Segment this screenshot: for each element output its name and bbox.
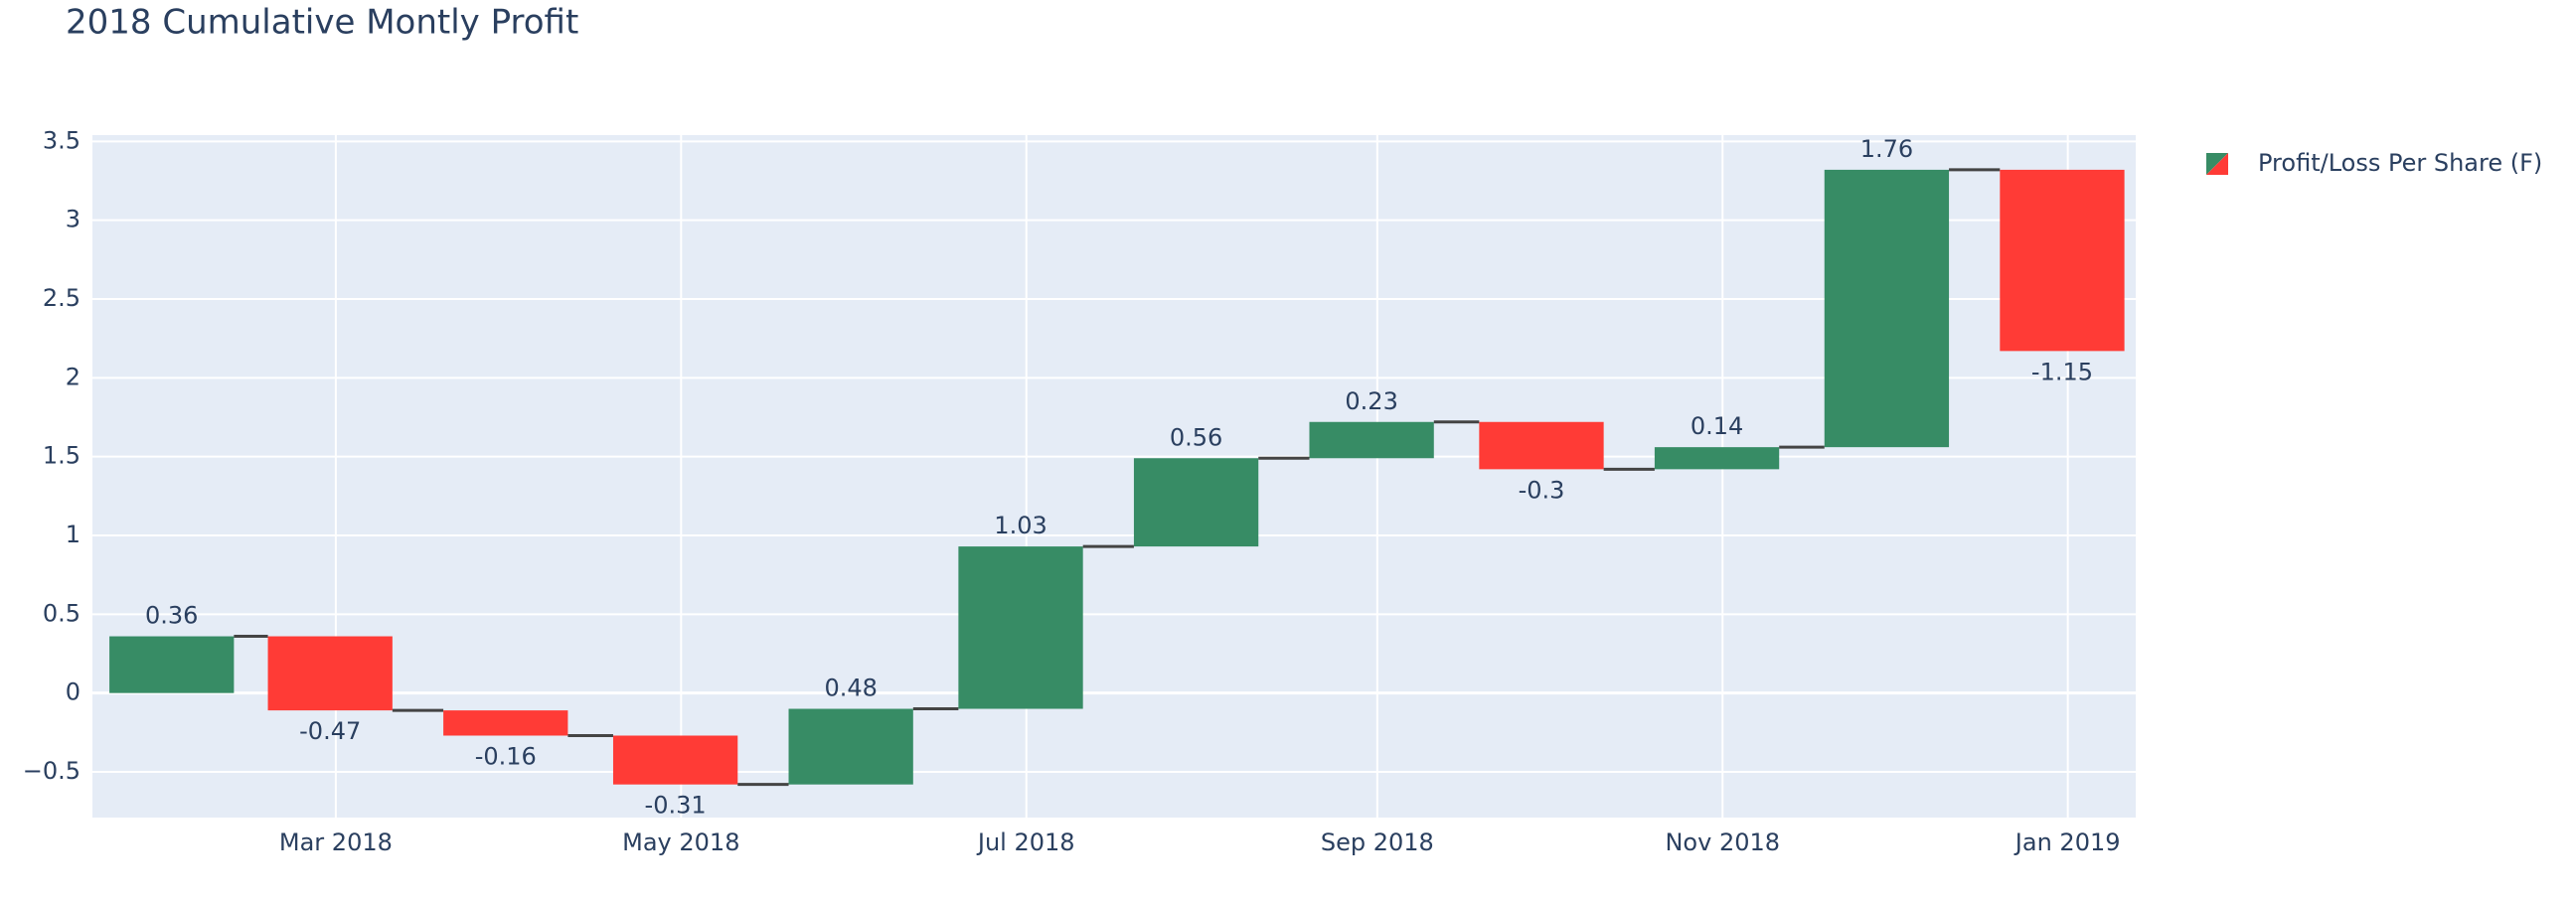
y-tick-label: 3.5 xyxy=(43,126,80,154)
x-tick-label: Jul 2018 xyxy=(976,828,1075,856)
y-tick-label: 1 xyxy=(66,521,80,548)
value-label: -0.16 xyxy=(475,742,537,770)
x-tick-label: Mar 2018 xyxy=(279,828,393,856)
x-tick-label: Sep 2018 xyxy=(1321,828,1434,856)
bar xyxy=(1309,421,1434,459)
value-label: 0.56 xyxy=(1170,423,1222,451)
bar xyxy=(958,546,1083,709)
y-tick-label: 0.5 xyxy=(43,599,80,627)
value-label: 0.36 xyxy=(145,602,198,630)
bar xyxy=(2000,169,2125,352)
bar xyxy=(1654,447,1780,470)
x-tick-label: Jan 2019 xyxy=(2013,828,2121,856)
value-label: -0.47 xyxy=(299,717,361,745)
value-label: 1.03 xyxy=(994,512,1046,539)
chart-title: 2018 Cumulative Montly Profit xyxy=(66,3,578,43)
y-tick-label: 3 xyxy=(66,206,80,233)
x-tick-label: Nov 2018 xyxy=(1665,828,1780,856)
bar xyxy=(788,708,913,785)
value-label: 0.23 xyxy=(1345,387,1397,415)
value-label: -0.31 xyxy=(645,792,707,820)
y-tick-label: 1.5 xyxy=(43,442,80,470)
bar xyxy=(1479,421,1604,470)
y-tick-label: 0 xyxy=(66,678,80,706)
value-label: 1.76 xyxy=(1860,135,1913,163)
bar xyxy=(443,710,568,736)
legend-icon xyxy=(2206,153,2228,175)
value-label: -1.15 xyxy=(2031,358,2093,385)
y-tick-label: 2 xyxy=(66,363,80,390)
bar xyxy=(612,735,738,785)
y-tick-label: 2.5 xyxy=(43,284,80,312)
plot-area xyxy=(92,135,2136,818)
bar xyxy=(1133,458,1259,547)
x-tick-label: May 2018 xyxy=(622,828,739,856)
bar xyxy=(267,636,393,711)
value-label: 0.14 xyxy=(1690,412,1743,440)
legend-label: Profit/Loss Per Share (F) xyxy=(2258,149,2542,177)
y-tick-label: −0.5 xyxy=(23,757,80,785)
bar xyxy=(1824,169,1950,448)
value-label: -0.3 xyxy=(1519,476,1565,504)
value-label: 0.48 xyxy=(824,675,877,702)
bar xyxy=(109,636,235,693)
